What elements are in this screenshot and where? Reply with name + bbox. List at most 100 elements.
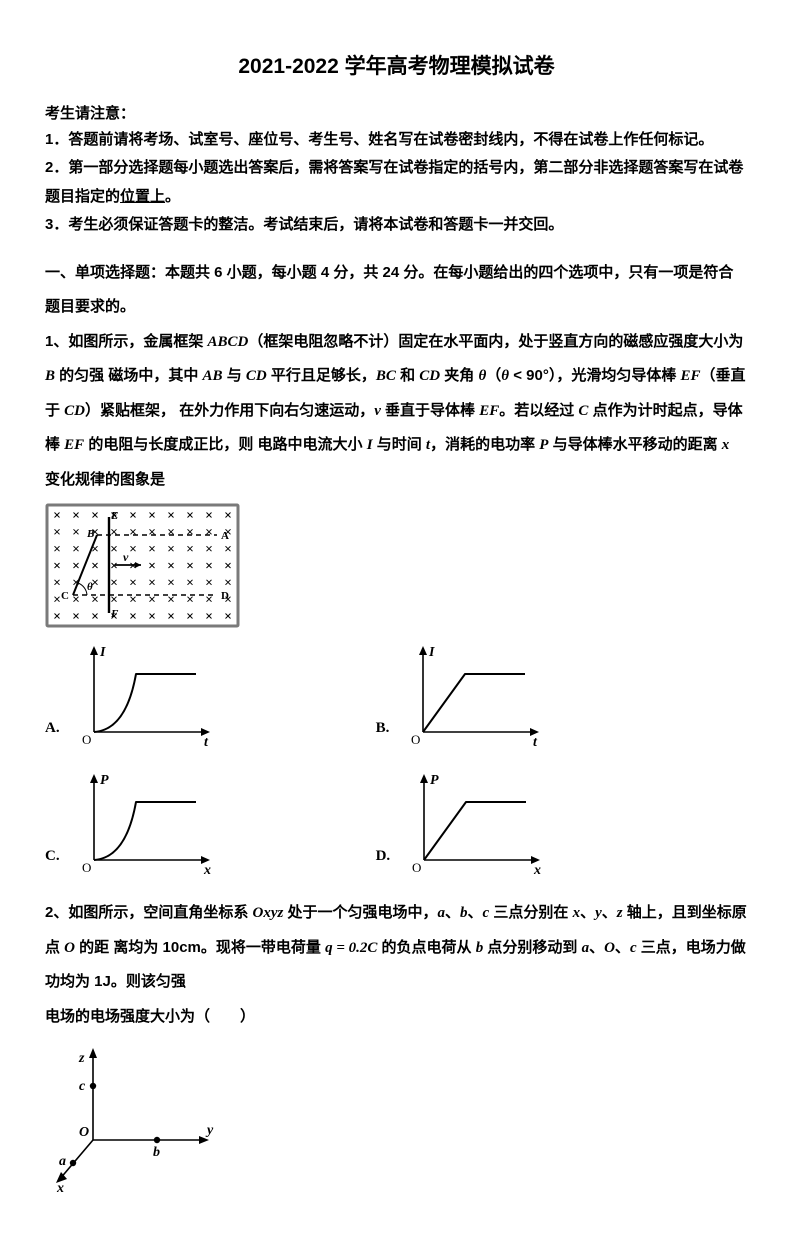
t: 点分别移动到 — [483, 939, 581, 956]
t: BC — [376, 368, 396, 384]
t: a — [582, 940, 590, 956]
t: 与导体棒水平移动的距离 — [548, 436, 721, 453]
svg-text:θ: θ — [87, 581, 93, 593]
t: y — [595, 905, 602, 921]
svg-text:O: O — [82, 732, 91, 747]
question-2: 2、如图所示，空间直角坐标系 Oxyz 处于一个匀强电场中，a、b、c 三点分别… — [45, 896, 748, 1034]
notice-2c: 。 — [165, 188, 180, 205]
svg-text:A: A — [221, 530, 229, 542]
option-A-label: A. — [45, 716, 60, 750]
t: 的电阻与长度成正比，则 — [84, 436, 253, 453]
svg-text:y: y — [205, 1123, 214, 1138]
t: ABCD — [208, 334, 249, 350]
svg-text:O: O — [412, 860, 421, 875]
t: CD — [419, 368, 440, 384]
t: 、 — [589, 939, 604, 956]
svg-text:F: F — [110, 608, 119, 620]
notice-heading: 考生请注意： — [45, 102, 748, 126]
option-B: B. O It — [376, 640, 546, 750]
option-C: C. O Px — [45, 768, 216, 878]
t: a — [438, 905, 446, 921]
t: 三点分别在 — [489, 904, 572, 921]
notice-line-2: 2．第一部分选择题每小题选出答案后，需将答案写在试卷指定的括号内，第二部分非选择… — [45, 154, 748, 211]
t: 垂直于导体棒 — [381, 402, 479, 419]
option-B-label: B. — [376, 716, 390, 750]
t: （框架电阻忽略不计）固定在水平面内，处于竖直方向的磁感应强度大小为 — [248, 333, 743, 350]
t: 在外力作用下向右匀速运动， — [179, 402, 374, 419]
t: c — [630, 940, 637, 956]
t: 离均为 10cm。现将一带电荷量 — [113, 939, 325, 956]
option-D: D. O Px — [376, 768, 547, 878]
svg-text:c: c — [79, 1079, 86, 1094]
svg-text:v: v — [123, 550, 129, 564]
svg-text:P: P — [430, 773, 439, 788]
t: O — [604, 940, 615, 956]
t: 。若以经过 — [499, 402, 578, 419]
svg-text:C: C — [61, 590, 69, 602]
t: θ — [501, 368, 509, 384]
svg-text:B: B — [86, 528, 94, 540]
t: CD — [64, 403, 85, 419]
notice-2b: 位置上 — [120, 188, 165, 205]
t: 、 — [615, 939, 630, 956]
svg-text:t: t — [204, 735, 209, 750]
t: 与 — [223, 367, 246, 384]
svg-text:x: x — [56, 1181, 64, 1195]
t: 与时间 — [373, 436, 426, 453]
t: Oxyz — [253, 905, 284, 921]
t: 电路中电流大小 — [258, 436, 367, 453]
t: C — [578, 403, 588, 419]
t: 、 — [580, 904, 595, 921]
t: 的负点电荷从 — [377, 939, 475, 956]
t: 、 — [468, 904, 483, 921]
svg-text:a: a — [59, 1154, 66, 1169]
q1-options: A. OIt B. O It C. O Px D. O Px — [45, 640, 748, 878]
t: 夹角 — [440, 367, 478, 384]
q2-coordinate-figure: z y x Oc b a — [45, 1040, 748, 1195]
option-A: A. OIt — [45, 640, 216, 750]
t: CD — [246, 368, 267, 384]
svg-text:O: O — [411, 732, 420, 747]
t: EF — [681, 368, 701, 384]
notice-line-3: 3．考生必须保证答题卡的整洁。考试结束后，请将本试卷和答题卡一并交回。 — [45, 211, 748, 240]
option-C-label: C. — [45, 844, 60, 878]
svg-text:x: x — [533, 863, 541, 878]
svg-text:b: b — [153, 1145, 160, 1160]
svg-text:I: I — [428, 645, 435, 660]
t: AB — [203, 368, 223, 384]
t: 变化规律的图象是 — [45, 471, 165, 488]
svg-text:x: x — [203, 863, 211, 878]
t: b — [460, 905, 468, 921]
t: 和 — [396, 367, 419, 384]
t: < 90°），光滑均匀导体棒 — [509, 367, 680, 384]
t: B — [45, 368, 55, 384]
svg-text:E: E — [110, 510, 118, 522]
t: 、 — [445, 904, 460, 921]
t: 磁场中，其中 — [108, 367, 202, 384]
t: 平行且足够长， — [267, 367, 376, 384]
t: 1、如图所示，金属框架 — [45, 333, 208, 350]
q1-setup-figure: θ v E B A C D F — [45, 503, 748, 628]
t: x — [722, 437, 730, 453]
t: EF — [479, 403, 499, 419]
svg-text:O: O — [79, 1125, 89, 1140]
option-D-label: D. — [376, 844, 391, 878]
notice-block: 1．答题前请将考场、试室号、座位号、考生号、姓名写在试卷密封线内，不得在试卷上作… — [45, 126, 748, 240]
t: ）紧贴框架， — [85, 402, 175, 419]
section-1-heading: 一、单项选择题：本题共 6 小题，每小题 4 分，共 24 分。在每小题给出的四… — [45, 256, 748, 325]
question-1: 1、如图所示，金属框架 ABCD（框架电阻忽略不计）固定在水平面内，处于竖直方向… — [45, 325, 748, 498]
svg-text:z: z — [78, 1051, 85, 1066]
t: q = 0.2C — [325, 940, 377, 956]
t: v — [374, 403, 381, 419]
t: 电场的电场强度大小为（ ） — [45, 1008, 255, 1025]
svg-text:P: P — [100, 773, 109, 788]
svg-text:t: t — [533, 735, 538, 750]
t: O — [64, 940, 75, 956]
t: 、 — [602, 904, 617, 921]
notice-line-1: 1．答题前请将考场、试室号、座位号、考生号、姓名写在试卷密封线内，不得在试卷上作… — [45, 126, 748, 155]
svg-text:D: D — [221, 590, 229, 602]
t: x — [573, 905, 581, 921]
svg-text:O: O — [82, 860, 91, 875]
t: ，消耗的电功率 — [430, 436, 539, 453]
t: 处于一个匀强电场中， — [283, 904, 437, 921]
